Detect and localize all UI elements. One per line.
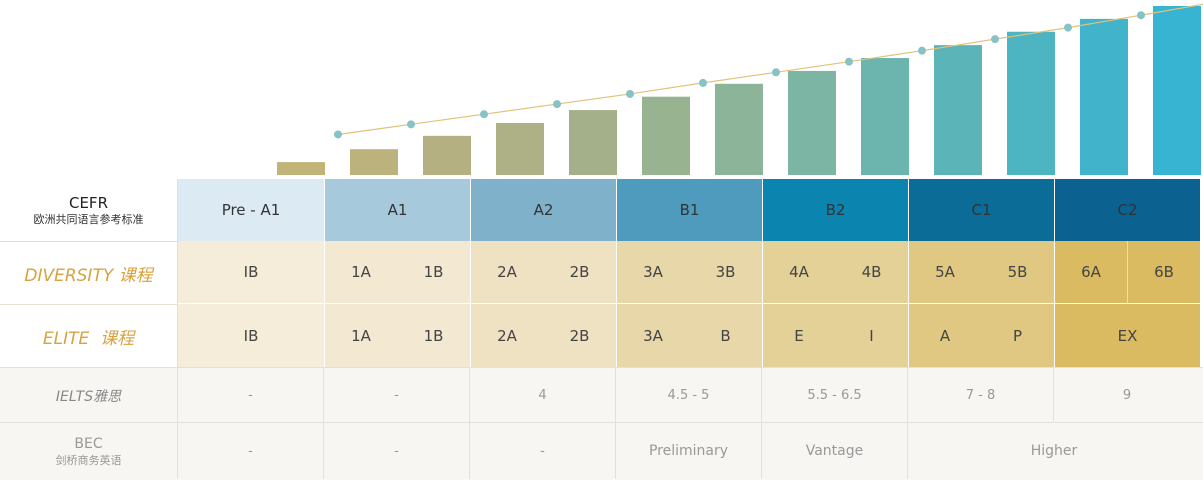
trend-point <box>480 110 488 119</box>
bec-cell: Preliminary <box>616 423 762 479</box>
bec-cell: - <box>178 423 324 479</box>
elite-label: ELITE 课程 <box>0 304 178 367</box>
bec-subtitle: 剑桥商务英语 <box>55 453 122 467</box>
elite-cell: P <box>981 304 1054 367</box>
cefr-cell-c2: C2 <box>1054 179 1200 241</box>
elite-cell: 1A <box>324 304 397 367</box>
chart-bar <box>277 162 325 175</box>
chart-bar <box>1153 5 1201 175</box>
diversity-cell: 2B <box>543 241 616 304</box>
chart-bar <box>788 70 836 175</box>
ielts-label: IELTS雅思 <box>0 368 178 423</box>
trend-point <box>918 46 926 55</box>
diversity-cell: 6B <box>1127 241 1200 304</box>
bec-label: BEC 剑桥商务英语 <box>0 423 178 479</box>
bec-title: BEC <box>74 435 103 452</box>
chart-bar <box>934 45 982 176</box>
ielts-title: IELTS雅思 <box>55 388 122 405</box>
diversity-title: DIVERSITY 课程 <box>24 265 153 286</box>
diversity-cell: 1B <box>397 241 470 304</box>
diversity-cell: 3A <box>616 241 689 304</box>
cefr-label: CEFR 欧洲共同语言参考标准 <box>0 179 178 241</box>
chart-bar <box>642 96 690 175</box>
chart-bar <box>496 122 544 175</box>
trend-point <box>407 120 415 129</box>
ielts-row: IELTS雅思 - - 4 4.5 - 5 5.5 - 6.5 7 - 8 9 <box>0 367 1203 423</box>
diversity-cell: 5A <box>908 241 981 304</box>
ielts-cell: - <box>178 368 324 423</box>
ielts-cell: - <box>324 368 470 423</box>
diversity-cell: 2A <box>470 241 543 304</box>
bec-cell: - <box>470 423 616 479</box>
trend-point <box>1137 11 1145 20</box>
ielts-cell: 4 <box>470 368 616 423</box>
chart-bar <box>569 110 617 175</box>
elite-row: ELITE 课程 IB 1A 1B 2A 2B 3A B E I A P EX <box>0 304 1203 367</box>
diversity-cell: 4B <box>835 241 908 304</box>
elite-cell: 1B <box>397 304 470 367</box>
elite-cell: IB <box>178 304 324 367</box>
cefr-cell-a1: A1 <box>324 179 470 241</box>
elite-cell: 2B <box>543 304 616 367</box>
diversity-cell: 1A <box>324 241 397 304</box>
chart-bar <box>715 83 763 175</box>
trend-point <box>334 130 342 139</box>
elite-cell: E <box>762 304 835 367</box>
cefr-cell-b2: B2 <box>762 179 908 241</box>
elite-cell: B <box>689 304 762 367</box>
elite-cell: 3A <box>616 304 689 367</box>
cefr-cell-c1: C1 <box>908 179 1054 241</box>
cefr-subtitle: 欧洲共同语言参考标准 <box>33 212 144 226</box>
chart-bar <box>1007 31 1055 175</box>
trend-line <box>337 3 1203 136</box>
elite-cell: I <box>835 304 908 367</box>
bec-cell: Higher <box>1030 443 1078 459</box>
bec-row: BEC 剑桥商务英语 - - - Preliminary Vantage Hig… <box>0 422 1203 480</box>
chart-bar <box>861 58 909 175</box>
trend-point <box>1064 23 1072 32</box>
ielts-cell: 4.5 - 5 <box>616 368 762 423</box>
cefr-row: CEFR 欧洲共同语言参考标准 Pre - A1 A1 A2 B1 B2 C1 … <box>0 179 1203 241</box>
diversity-row: DIVERSITY 课程 IB 1A 1B 2A 2B 3A 3B 4A 4B … <box>0 241 1203 304</box>
elite-cell: A <box>908 304 981 367</box>
diversity-cell: 3B <box>689 241 762 304</box>
trend-point <box>699 78 707 87</box>
bec-cell: Vantage <box>762 423 908 479</box>
diversity-cell: 5B <box>981 241 1054 304</box>
trend-point <box>553 100 561 109</box>
elite-title: ELITE 课程 <box>42 328 135 349</box>
trend-point <box>772 68 780 77</box>
level-progress-chart <box>277 3 1203 176</box>
diversity-cell: IB <box>178 241 324 304</box>
bec-cell: - <box>324 423 470 479</box>
ielts-cell: 7 - 8 <box>908 368 1054 423</box>
elite-cell: EX <box>1054 304 1200 367</box>
trend-point <box>991 35 999 44</box>
cefr-title: CEFR <box>68 193 108 212</box>
ielts-cell: 9 <box>1122 388 1132 403</box>
diversity-cell: 4A <box>762 241 835 304</box>
chart-bar <box>1080 18 1128 176</box>
trend-point <box>626 89 634 98</box>
elite-cell: 2A <box>470 304 543 367</box>
cefr-cell-a2: A2 <box>470 179 616 241</box>
ielts-cell: 5.5 - 6.5 <box>762 368 908 423</box>
trend-point <box>845 57 853 66</box>
cefr-cell-b1: B1 <box>616 179 762 241</box>
chart-bar <box>350 149 398 175</box>
chart-bar <box>423 135 471 175</box>
diversity-label: DIVERSITY 课程 <box>0 241 178 304</box>
cefr-cell-pre-a1: Pre - A1 <box>178 179 324 241</box>
diversity-cell: 6A <box>1054 241 1127 304</box>
